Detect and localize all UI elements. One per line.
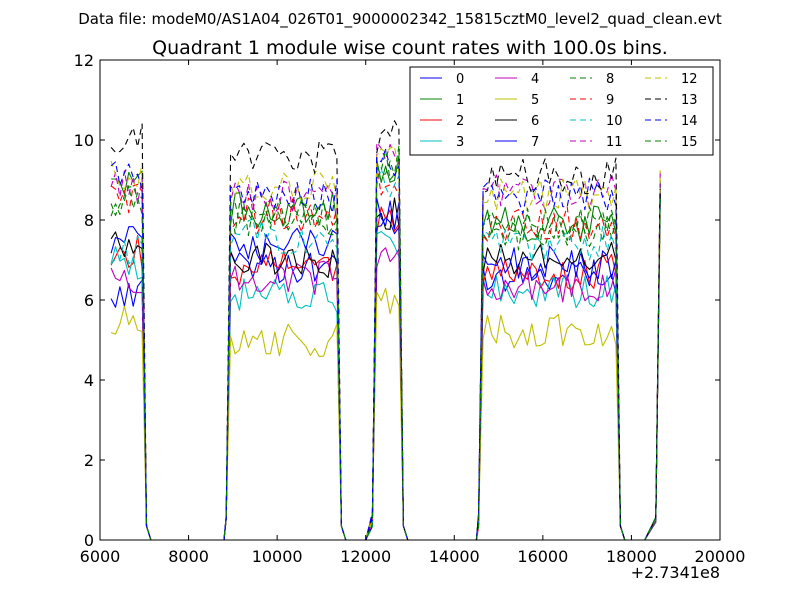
legend-label-6: 6 [531, 114, 539, 129]
y-axis-labels: 0 2 4 6 8 10 12 [74, 51, 94, 550]
y-tick-label: 8 [84, 211, 94, 230]
legend-label-3: 3 [456, 135, 464, 150]
x-tick-label: 6000 [80, 547, 121, 566]
series-line-13 [110, 120, 661, 541]
y-tick-label: 12 [74, 51, 94, 70]
legend-box [409, 66, 714, 156]
suptitle: Data file: modeM0/AS1A04_026T01_90000023… [78, 10, 722, 29]
x-tick-label: 20000 [695, 547, 746, 566]
legend-label-10: 10 [606, 114, 623, 129]
y-tick-label: 10 [74, 131, 94, 150]
series-line-14 [110, 148, 661, 541]
legend-label-7: 7 [531, 135, 539, 150]
x-tick-label: 16000 [517, 547, 568, 566]
x-tick-label: 14000 [429, 547, 480, 566]
legend-label-11: 11 [606, 135, 623, 150]
y-tick-label: 6 [84, 291, 94, 310]
axes-frame [99, 59, 721, 541]
legend-label-14: 14 [681, 114, 698, 129]
legend-label-1: 1 [456, 93, 464, 108]
x-axis-labels: 6000 8000 10000 12000 14000 16000 18000 20000 [80, 547, 746, 566]
legend-label-13: 13 [681, 93, 698, 108]
y-tick-label: 4 [84, 371, 94, 390]
x-tick-label: 12000 [340, 547, 391, 566]
legend-label-15: 15 [681, 135, 698, 150]
x-tick-label: 8000 [168, 547, 209, 566]
legend-label-12: 12 [681, 72, 698, 87]
series-layer [110, 120, 661, 541]
chart-title: Quadrant 1 module wise count rates with … [152, 37, 668, 59]
series-line-5 [110, 215, 661, 541]
series-line-15 [110, 145, 661, 541]
legend-label-5: 5 [531, 93, 539, 108]
legend-label-0: 0 [456, 72, 464, 87]
legend-label-8: 8 [606, 72, 614, 87]
y-tick-label: 0 [84, 531, 94, 550]
x-tick-label: 10000 [252, 547, 303, 566]
legend-label-9: 9 [606, 93, 614, 108]
y-tick-label: 2 [84, 451, 94, 470]
x-axis-offset-label: +2.7341e8 [631, 563, 720, 582]
legend-label-4: 4 [531, 72, 539, 87]
legend-label-2: 2 [456, 114, 464, 129]
x-tick-label: 18000 [606, 547, 657, 566]
